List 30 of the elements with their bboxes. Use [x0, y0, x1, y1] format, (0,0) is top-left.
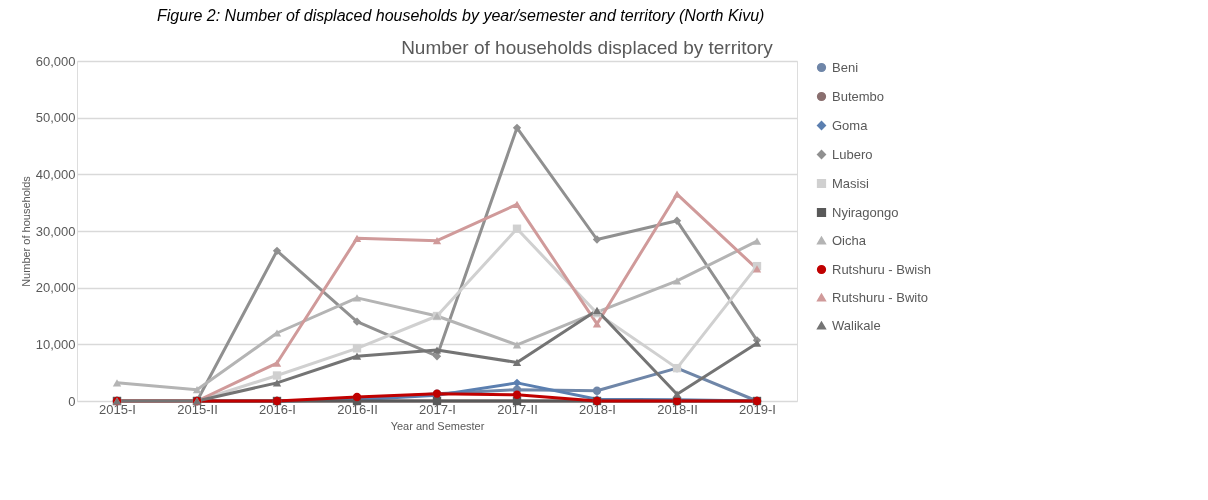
legend-label: Rutshuru - Bwito	[832, 289, 929, 305]
legend-label: Oicha	[832, 232, 867, 248]
x-tick-label: 2018-I	[579, 401, 616, 417]
x-tick-label: 2017-II	[497, 401, 538, 417]
y-tick-label: 40,000	[35, 166, 76, 182]
caption: Figure 2: Number of displaced households by year/semester and territory (North Kivu)	[157, 7, 765, 24]
x-tick-label: 2017-I	[419, 401, 456, 417]
y-tick-label: 10,000	[35, 336, 76, 352]
x-tick-label: 2018-II	[657, 401, 698, 417]
y-tick-label: 0	[68, 393, 76, 409]
x-axis-title: Year and Semester	[390, 419, 485, 432]
legend-label: Nyiragongo	[832, 204, 899, 220]
legend-label: Walikale	[832, 317, 881, 333]
y-tick-label: 30,000	[35, 223, 76, 239]
x-tick-label: 2015-II	[177, 401, 218, 417]
x-tick-label: 2016-I	[259, 401, 296, 417]
legend-label: Rutshuru - Bwish	[832, 261, 931, 277]
x-tick-label: 2015-I	[99, 401, 136, 417]
legend-label: Lubero	[832, 146, 873, 162]
y-tick-label: 50,000	[35, 110, 76, 126]
legend-label: Beni	[832, 59, 859, 75]
legend-label: Goma	[832, 117, 869, 133]
y-tick-label: 20,000	[35, 280, 76, 296]
legend-label: Masisi	[832, 175, 869, 191]
x-tick-label: 2019-I	[739, 401, 776, 417]
x-tick-label: 2016-II	[337, 401, 378, 417]
chart-title: Number of households displaced by territory	[401, 37, 774, 58]
y-tick-label: 60,000	[35, 53, 76, 69]
y-axis-title: Number of households	[19, 175, 32, 287]
legend-label: Butembo	[832, 88, 885, 104]
